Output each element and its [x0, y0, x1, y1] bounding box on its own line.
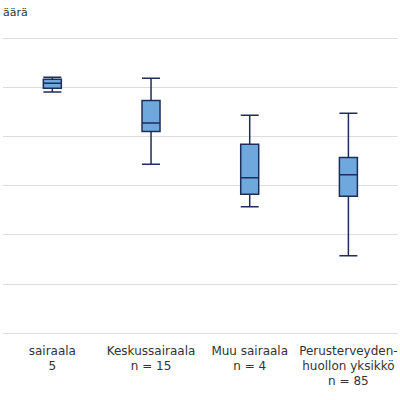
svg-text:n = 85: n = 85 [328, 374, 369, 388]
svg-text:sairaala: sairaala [29, 344, 76, 358]
svg-text:huollon yksikkö: huollon yksikkö [302, 359, 394, 373]
svg-text:n = 15: n = 15 [131, 359, 172, 373]
svg-text:Muu sairaala: Muu sairaala [211, 344, 288, 358]
svg-text:Perusterveyden-: Perusterveyden- [299, 344, 398, 358]
svg-text:n = 4: n = 4 [233, 359, 266, 373]
svg-text:äärä: äärä [3, 6, 28, 19]
svg-text:5: 5 [49, 359, 57, 373]
svg-text:Keskussairaala: Keskussairaala [107, 344, 196, 358]
